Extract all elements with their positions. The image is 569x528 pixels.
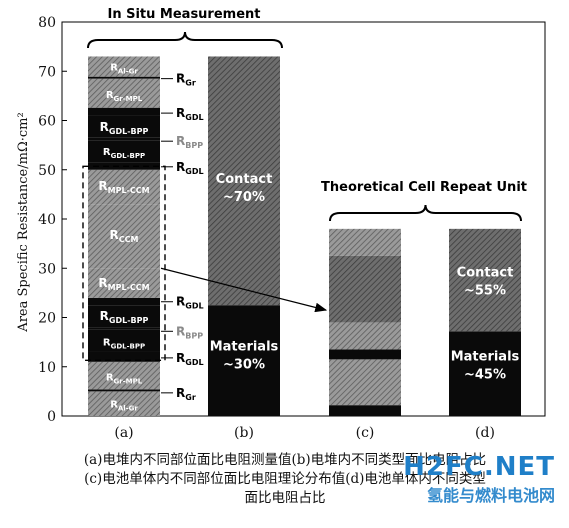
y-tick-label: 20 [38,311,56,327]
x-tick-label: (c) [356,425,375,441]
bar-segment [88,107,160,116]
bar-segment [88,305,160,328]
bar-text-contact: Contact [457,266,514,281]
segment-label: RGDL-BPP [100,120,149,136]
segment-label: RGDL-BPP [103,147,145,160]
resistance-label: RBPP [176,324,203,340]
bar-segment [208,56,280,306]
x-tick-label: (d) [475,425,495,441]
bar-segment [329,349,401,360]
x-tick-label: (b) [234,425,254,441]
bar-segment [88,115,160,138]
resistance-label: RGDL [176,106,204,122]
segment-label: RCCM [110,228,139,244]
segment-label: RAl-Gr [110,62,138,75]
bar-segment [88,389,160,392]
resistance-label: RBPP [176,134,203,150]
y-tick-label: 60 [38,114,56,130]
y-tick-label: 50 [38,163,56,179]
segment-label: RGDL-BPP [103,338,145,351]
watermark-logo-text: H2FC.NET [403,452,555,482]
axes: 0 10 20 30 40 50 60 70 80 (a) (b) (c) (d) [38,15,546,441]
caption-line-3: 面比电阻占比 [244,490,326,506]
y-tick-label: 70 [38,64,56,80]
bar-segment [449,331,521,416]
bar-segment [88,204,160,269]
y-tick-label: 40 [38,212,56,228]
segment-label: RMPL-CCM [98,179,149,195]
bar-segment [88,169,160,205]
resistance-label: RGDL [176,351,204,367]
segment-label: RAl-Gr [110,400,138,413]
bar-segment [88,297,160,306]
watermark: H2FC.NET 氢能与燃料电池网 [403,452,555,506]
arrow [160,267,328,313]
resistance-label: RGr [176,386,196,402]
bar-segment [88,327,160,330]
bar-segment [329,228,401,256]
x-tick-label: (a) [114,425,133,441]
bar-text-materials: Materials [451,349,520,364]
bar-text-materials: ~45% [464,367,506,382]
bar-text-materials: Materials [210,339,279,354]
bar-segment [88,361,160,390]
bar-segment [329,322,401,350]
y-axis-label: Area Specific Resistance/mΩ·cm² [16,112,31,332]
bar-segment [88,391,160,416]
bar-segment [329,405,401,416]
segment-label: RGDL-BPP [100,309,149,325]
labels: RAl-Gr RGr-MPL RGDL-BPP RGDL-BPP RMPL-CCM RCC… [82,31,522,413]
bar-segment [329,255,401,323]
segment-label: RGr-MPL [106,373,143,386]
bar-text-contact: Contact [216,172,273,187]
annotation-in-situ: In Situ Measurement [107,7,260,22]
caption-line-2: (c)电池单体内不同部位面比电阻理论分布值(d)电池单体内不同类型 [84,471,486,487]
caption-line-1: (a)电堆内不同部位面比电阻测量值(b)电堆内不同类型面比电阻占比 [83,452,487,468]
y-tick-label: 80 [38,15,56,31]
y-tick-label: 0 [47,409,56,425]
segment-label: RMPL-CCM [98,276,149,292]
annotation-theoretical: Theoretical Cell Repeat Unit [321,180,527,195]
resistance-label: RGr [176,72,196,88]
bar-segment [329,359,401,406]
brace-theoretical [329,204,522,222]
bar-segment [88,329,160,352]
dashed-repeat-box [82,165,166,362]
resistance-label: RGDL [176,160,204,176]
bar-segment [88,351,160,362]
bar-segment [208,305,280,416]
y-tick-label: 10 [38,360,56,376]
bar-segment [88,56,160,77]
bar-segment [449,228,521,332]
bar-segment [88,76,160,79]
brace-in-situ [87,31,283,49]
bar-segment [88,78,160,108]
y-tick-label: 30 [38,261,56,277]
segment-label: RGr-MPL [106,90,143,103]
resistance-label: RGDL [176,295,204,311]
bar-segment [88,268,160,298]
bar-text-contact: ~55% [464,284,506,299]
bar-segment [88,137,160,141]
watermark-subtitle: 氢能与燃料电池网 [426,486,555,505]
bar-segment [88,140,160,163]
bar-text-materials: ~30% [223,357,265,372]
bar-text-contact: ~70% [223,190,265,205]
